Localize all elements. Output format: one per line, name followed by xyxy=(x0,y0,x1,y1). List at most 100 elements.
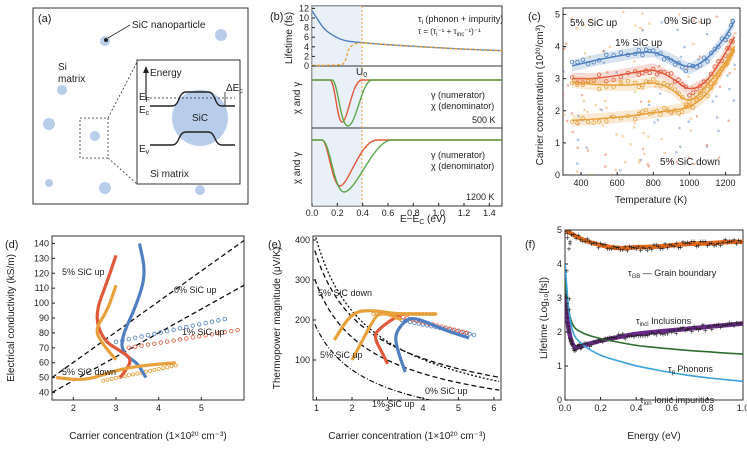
f-marker: + xyxy=(567,244,572,253)
d-ytick-label: 90 xyxy=(39,313,49,323)
b-ytick-label: 2 xyxy=(304,51,309,61)
f-marker: + xyxy=(734,318,739,327)
d-series-line xyxy=(120,243,148,379)
f-marker: + xyxy=(565,233,570,242)
c-noise-point xyxy=(576,162,579,165)
c-noise-point xyxy=(632,126,636,129)
d-legend-5down: 5% SiC down xyxy=(62,367,116,377)
d-plot xyxy=(52,239,244,394)
f-marker: + xyxy=(600,338,605,347)
f-marker: + xyxy=(652,329,657,338)
c-point xyxy=(730,18,735,24)
d-point-5down xyxy=(160,366,165,371)
c-noise-point xyxy=(669,159,673,162)
d-point-5down xyxy=(148,368,153,373)
f-marker: + xyxy=(667,326,672,335)
c-noise-point xyxy=(566,84,570,87)
tau-i-label: τi (phonon + impurity) xyxy=(418,14,503,26)
c-noise-point xyxy=(599,107,602,111)
d-legend-0up: 0% SiC up xyxy=(174,285,217,295)
d-point-0up xyxy=(145,332,151,338)
e-xtick-label: 2 xyxy=(350,403,355,413)
f-marker: + xyxy=(645,331,650,340)
f-marker: + xyxy=(579,344,584,353)
f-marker: + xyxy=(583,338,588,347)
f-marker: + xyxy=(574,346,579,355)
c-point xyxy=(726,32,732,37)
f-marker: + xyxy=(616,243,621,252)
f-marker: + xyxy=(578,344,583,353)
c-point xyxy=(680,94,685,100)
d-point-1up xyxy=(126,345,131,351)
f-ticks: 0.0 0.2 0.4 0.6 0.8 1.0 0 1 2 3 4 5 xyxy=(557,225,747,413)
f-marker: + xyxy=(621,330,626,339)
d-point-1up xyxy=(164,339,170,344)
f-marker: + xyxy=(661,244,666,253)
c-noise-point xyxy=(586,110,589,114)
u0-label: U0 xyxy=(356,67,367,79)
c-point xyxy=(676,91,681,96)
f-marker: + xyxy=(564,303,569,312)
f-marker: + xyxy=(607,245,612,254)
c-point xyxy=(636,84,642,89)
c-ytick-label: 0 xyxy=(555,170,560,180)
c-noise-point xyxy=(675,160,679,164)
d-ytick-label: 60 xyxy=(39,358,49,368)
f-marker: + xyxy=(625,332,630,341)
c-noise-point xyxy=(698,20,701,24)
c-noise-point xyxy=(615,70,619,74)
d-ytick-label: 130 xyxy=(34,253,49,263)
f-marker: + xyxy=(625,246,630,255)
d-point-0up xyxy=(184,324,189,330)
f-plot: ++++++++++++++++++++++++++++++++++++++++… xyxy=(564,230,743,383)
t500-label: 500 K xyxy=(472,115,496,125)
f-marker: + xyxy=(616,330,621,339)
e-xtick-label: 6 xyxy=(491,403,496,413)
c-point xyxy=(636,111,642,117)
d-point-5down xyxy=(156,366,161,371)
e-point-1up xyxy=(456,328,461,333)
d-point-1up xyxy=(196,334,202,339)
f-ytick-label: 2 xyxy=(557,327,562,337)
c-point xyxy=(665,108,670,114)
b-ytick-label: 10 xyxy=(299,13,309,23)
c-point xyxy=(625,78,631,84)
f-marker: + xyxy=(721,239,726,248)
f-marker: + xyxy=(573,347,578,356)
f-marker: + xyxy=(674,329,679,338)
c-point xyxy=(643,107,649,113)
f-marker: + xyxy=(596,244,601,253)
e-reference-curve xyxy=(314,278,500,391)
d-point-1up xyxy=(132,344,138,349)
c-point xyxy=(719,58,725,64)
d-ytick-label: 110 xyxy=(35,283,49,293)
f-marker: + xyxy=(667,241,672,250)
f-marker: + xyxy=(678,324,683,333)
c-point xyxy=(708,50,714,56)
c-point xyxy=(672,87,678,92)
f-marker: + xyxy=(572,346,577,355)
c-noise-point xyxy=(642,131,645,135)
c-point xyxy=(698,83,703,88)
f-marker: + xyxy=(712,321,717,330)
c-point xyxy=(712,80,717,85)
f-marker: + xyxy=(609,245,614,254)
c-point xyxy=(604,79,609,84)
f-marker: + xyxy=(565,319,570,328)
f-marker: + xyxy=(734,240,739,249)
f-legend-ion: τion Ionic impurities xyxy=(640,395,715,407)
f-marker: + xyxy=(609,333,614,342)
f-marker: + xyxy=(618,245,623,254)
f-marker: + xyxy=(568,337,573,346)
d-point-5down xyxy=(101,378,106,383)
c-noise-point xyxy=(654,85,657,89)
d-guide-line xyxy=(52,284,244,394)
c-noise-point xyxy=(660,21,664,24)
f-marker: + xyxy=(614,244,619,253)
c-point xyxy=(611,53,616,58)
c-point xyxy=(680,82,685,87)
c-point xyxy=(687,99,692,105)
zoom-line xyxy=(107,61,138,119)
particle xyxy=(99,182,111,194)
c-point xyxy=(596,119,602,124)
